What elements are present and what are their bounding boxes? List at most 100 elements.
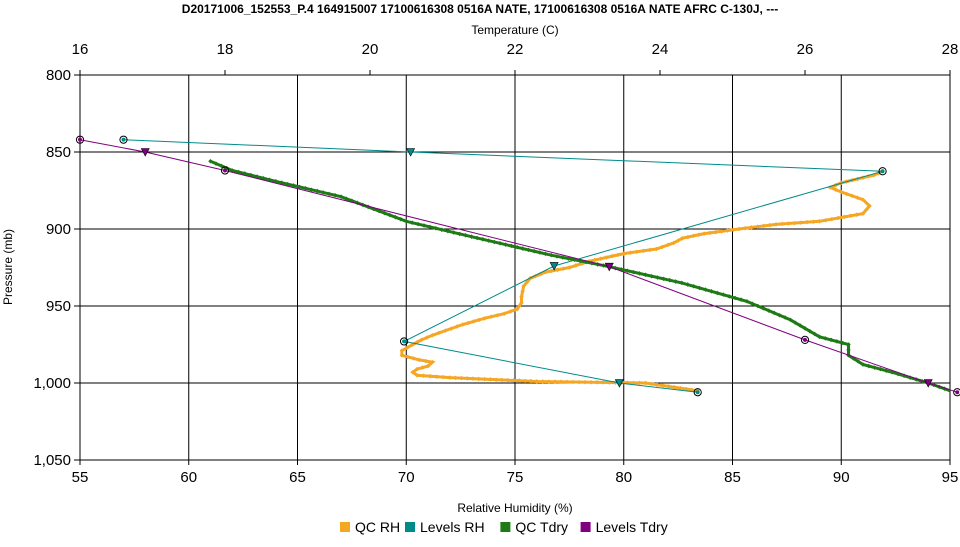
y-tick-label: 800 xyxy=(46,67,71,84)
levels-rh-point-core xyxy=(121,137,126,142)
y-tick-label: 900 xyxy=(46,221,71,238)
qc-rh-point xyxy=(672,385,677,390)
top-tick-label: 22 xyxy=(507,41,524,58)
qc-tdry-point xyxy=(661,276,666,282)
qc-rh-point xyxy=(488,314,494,320)
qc-rh-point xyxy=(555,267,560,273)
tick-labels: 55 60 65 70 75 80 85 90 95 16 18 20 22 24 26 28 800 850 90… xyxy=(33,41,958,486)
qc-rh-point xyxy=(476,376,482,382)
qc-tdry-point xyxy=(709,289,714,294)
qc-tdry-point xyxy=(673,279,679,284)
bottom-tick-label: 95 xyxy=(942,469,959,486)
qc-rh-point xyxy=(654,382,660,387)
qc-rh-point xyxy=(430,359,435,365)
qc-rh-point xyxy=(453,375,458,381)
qc-rh-point xyxy=(600,380,606,385)
grid xyxy=(74,70,951,465)
qc-tdry-point xyxy=(697,285,702,291)
qc-tdry-point xyxy=(338,194,344,199)
chart-title: D20171006_152553_P.4 164915007 171006163… xyxy=(182,2,778,16)
levels-rh-point xyxy=(406,148,416,157)
levels-rh-point-core xyxy=(695,390,700,395)
y-axis-label: Pressure (mb) xyxy=(1,229,15,305)
levels-rh-point xyxy=(614,379,624,388)
qc-tdry-point xyxy=(376,208,382,214)
top-tick-label: 16 xyxy=(72,41,89,58)
top-tick-label: 26 xyxy=(797,41,814,58)
levels-rh-point-core xyxy=(880,169,885,174)
qc-rh-point xyxy=(410,369,416,375)
qc-tdry-point xyxy=(817,334,822,340)
qc-rh-point xyxy=(855,195,860,201)
qc-rh-point xyxy=(573,263,579,268)
qc-tdry-point xyxy=(744,299,750,304)
qc-tdry-point xyxy=(812,331,817,337)
qc-rh-point xyxy=(514,306,520,312)
qc-tdry-point xyxy=(823,336,828,341)
qc-rh-point xyxy=(443,328,448,333)
qc-rh-point xyxy=(488,377,493,382)
qc-rh-point xyxy=(842,214,847,220)
legend-swatch xyxy=(580,522,591,532)
qc-rh-point xyxy=(482,316,487,321)
qc-tdry-point xyxy=(445,228,451,234)
levels-rh-point xyxy=(878,167,887,176)
qc-tdry-point xyxy=(566,256,571,261)
qc-tdry-series xyxy=(208,158,951,393)
qc-tdry-point xyxy=(761,306,766,311)
levels-tdry-point xyxy=(220,166,230,175)
qc-tdry-point xyxy=(750,301,755,306)
legend-label: Levels Tdry xyxy=(596,519,668,535)
qc-tdry-point xyxy=(846,347,851,353)
levels-rh-point xyxy=(693,388,702,397)
qc-rh-point xyxy=(576,379,582,385)
qc-rh-point xyxy=(495,312,500,318)
top-tick-label: 20 xyxy=(362,41,379,58)
top-tick-label: 24 xyxy=(652,41,669,58)
qc-tdry-point xyxy=(387,212,393,218)
qc-tdry-point xyxy=(497,241,503,246)
y-tick-label: 1,050 xyxy=(33,452,71,469)
legend: QC RH Levels RH QC Tdry Levels Tdry xyxy=(340,519,668,535)
qc-tdry-point xyxy=(433,226,439,231)
qc-rh-point xyxy=(582,379,588,385)
qc-rh-point xyxy=(804,219,810,225)
qc-rh-point xyxy=(552,379,558,384)
legend-label: QC RH xyxy=(355,519,400,535)
qc-rh-point xyxy=(423,358,429,364)
qc-rh-point xyxy=(558,379,564,385)
levels-tdry-point xyxy=(953,388,960,397)
qc-rh-point xyxy=(528,378,534,384)
y-tick-label: 950 xyxy=(46,298,71,315)
qc-tdry-point xyxy=(303,186,308,191)
qc-tdry-point xyxy=(866,363,872,369)
qc-tdry-point xyxy=(834,339,840,344)
qc-rh-point xyxy=(823,217,828,223)
qc-rh-point xyxy=(570,379,576,385)
qc-rh-point xyxy=(399,353,405,358)
bottom-tick-label: 55 xyxy=(72,469,89,486)
top-axis-label: Temperature (C) xyxy=(471,23,558,37)
qc-rh-point xyxy=(420,365,425,370)
qc-rh-point xyxy=(511,378,516,383)
y-tick-label: 1,000 xyxy=(33,375,71,392)
qc-tdry-point xyxy=(721,292,726,297)
qc-rh-point xyxy=(588,379,594,385)
qc-tdry-point xyxy=(732,295,738,301)
qc-rh-point xyxy=(517,378,522,383)
qc-rh-point xyxy=(459,375,464,381)
qc-rh-point xyxy=(417,357,422,363)
qc-rh-point xyxy=(564,379,570,385)
y-tick-label: 850 xyxy=(46,144,71,161)
bottom-tick-label: 75 xyxy=(507,469,524,486)
qc-rh-point xyxy=(399,348,405,353)
levels-tdry-point xyxy=(800,335,810,344)
levels-tdry-point-core xyxy=(223,168,227,173)
qc-rh-point xyxy=(666,384,671,389)
bottom-tick-label: 60 xyxy=(180,469,197,486)
qc-rh-point xyxy=(792,220,797,226)
qc-tdry-point xyxy=(872,365,877,370)
qc-tdry-point xyxy=(631,269,636,275)
qc-rh-point xyxy=(414,366,420,372)
